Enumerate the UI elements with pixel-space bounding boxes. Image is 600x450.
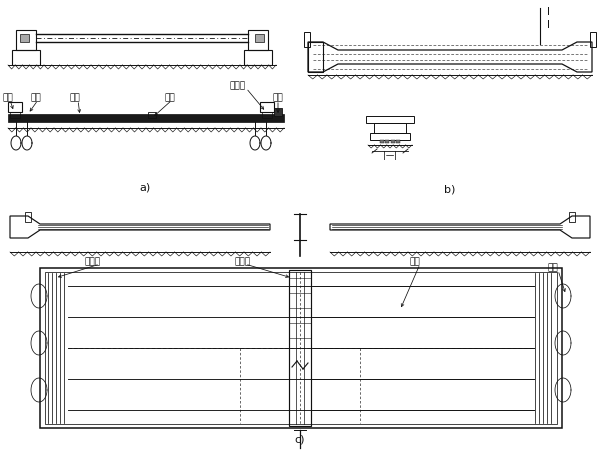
Bar bbox=[20, 34, 29, 42]
Bar bbox=[385, 140, 389, 143]
Text: 夹具: 夹具 bbox=[272, 94, 283, 103]
Text: 横架: 横架 bbox=[548, 264, 559, 273]
Bar bbox=[262, 112, 272, 118]
Bar bbox=[366, 116, 414, 123]
Text: 横架: 横架 bbox=[2, 94, 13, 103]
Text: 台面: 台面 bbox=[164, 94, 175, 103]
Text: |—|: |—| bbox=[383, 150, 397, 159]
Bar bbox=[16, 30, 36, 50]
Bar bbox=[255, 34, 264, 42]
Bar bbox=[289, 270, 311, 426]
Bar bbox=[260, 102, 274, 112]
Text: b): b) bbox=[445, 185, 455, 195]
Text: I: I bbox=[547, 7, 550, 17]
Bar bbox=[374, 123, 406, 133]
Bar bbox=[274, 108, 282, 116]
Text: c): c) bbox=[295, 435, 305, 445]
Bar bbox=[8, 102, 22, 112]
Bar bbox=[45, 272, 557, 424]
Text: 支架: 支架 bbox=[31, 94, 41, 103]
Bar bbox=[590, 32, 596, 47]
Bar bbox=[308, 42, 323, 72]
Bar bbox=[8, 114, 284, 122]
Text: 底板: 底板 bbox=[410, 257, 421, 266]
Bar bbox=[25, 212, 31, 222]
Text: I: I bbox=[547, 20, 550, 30]
Bar bbox=[244, 50, 272, 65]
Text: 定位板: 定位板 bbox=[230, 81, 246, 90]
Bar bbox=[148, 112, 156, 118]
Bar bbox=[569, 212, 575, 222]
Text: 力筋: 力筋 bbox=[70, 94, 80, 103]
Bar bbox=[248, 30, 268, 50]
Bar bbox=[40, 268, 562, 428]
Bar bbox=[12, 50, 40, 65]
Bar bbox=[10, 112, 20, 118]
Text: 承力架: 承力架 bbox=[235, 257, 251, 266]
Bar bbox=[396, 140, 400, 143]
Text: 定位板: 定位板 bbox=[85, 257, 101, 266]
Text: a): a) bbox=[139, 183, 151, 193]
Bar bbox=[370, 133, 410, 140]
Bar bbox=[380, 140, 384, 143]
Bar bbox=[391, 140, 395, 143]
Bar bbox=[304, 32, 310, 47]
